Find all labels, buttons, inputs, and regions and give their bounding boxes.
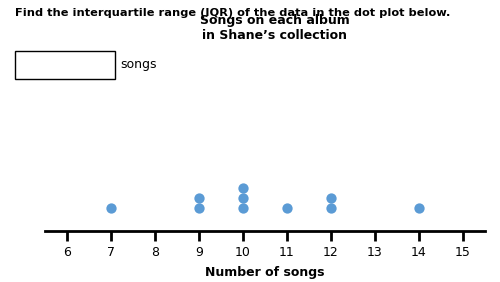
- Text: Find the interquartile range (IQR) of the data in the dot plot below.: Find the interquartile range (IQR) of th…: [15, 8, 450, 18]
- X-axis label: Number of songs: Number of songs: [206, 266, 325, 279]
- Point: [327, 196, 335, 200]
- Point: [107, 205, 115, 210]
- Point: [239, 196, 247, 200]
- Point: [327, 205, 335, 210]
- Point: [195, 196, 203, 200]
- Point: [239, 205, 247, 210]
- Text: Songs on each album
in Shane’s collection: Songs on each album in Shane’s collectio…: [200, 14, 350, 42]
- Text: songs: songs: [120, 58, 156, 71]
- Point: [239, 186, 247, 190]
- Point: [195, 205, 203, 210]
- Point: [415, 205, 423, 210]
- Point: [283, 205, 291, 210]
